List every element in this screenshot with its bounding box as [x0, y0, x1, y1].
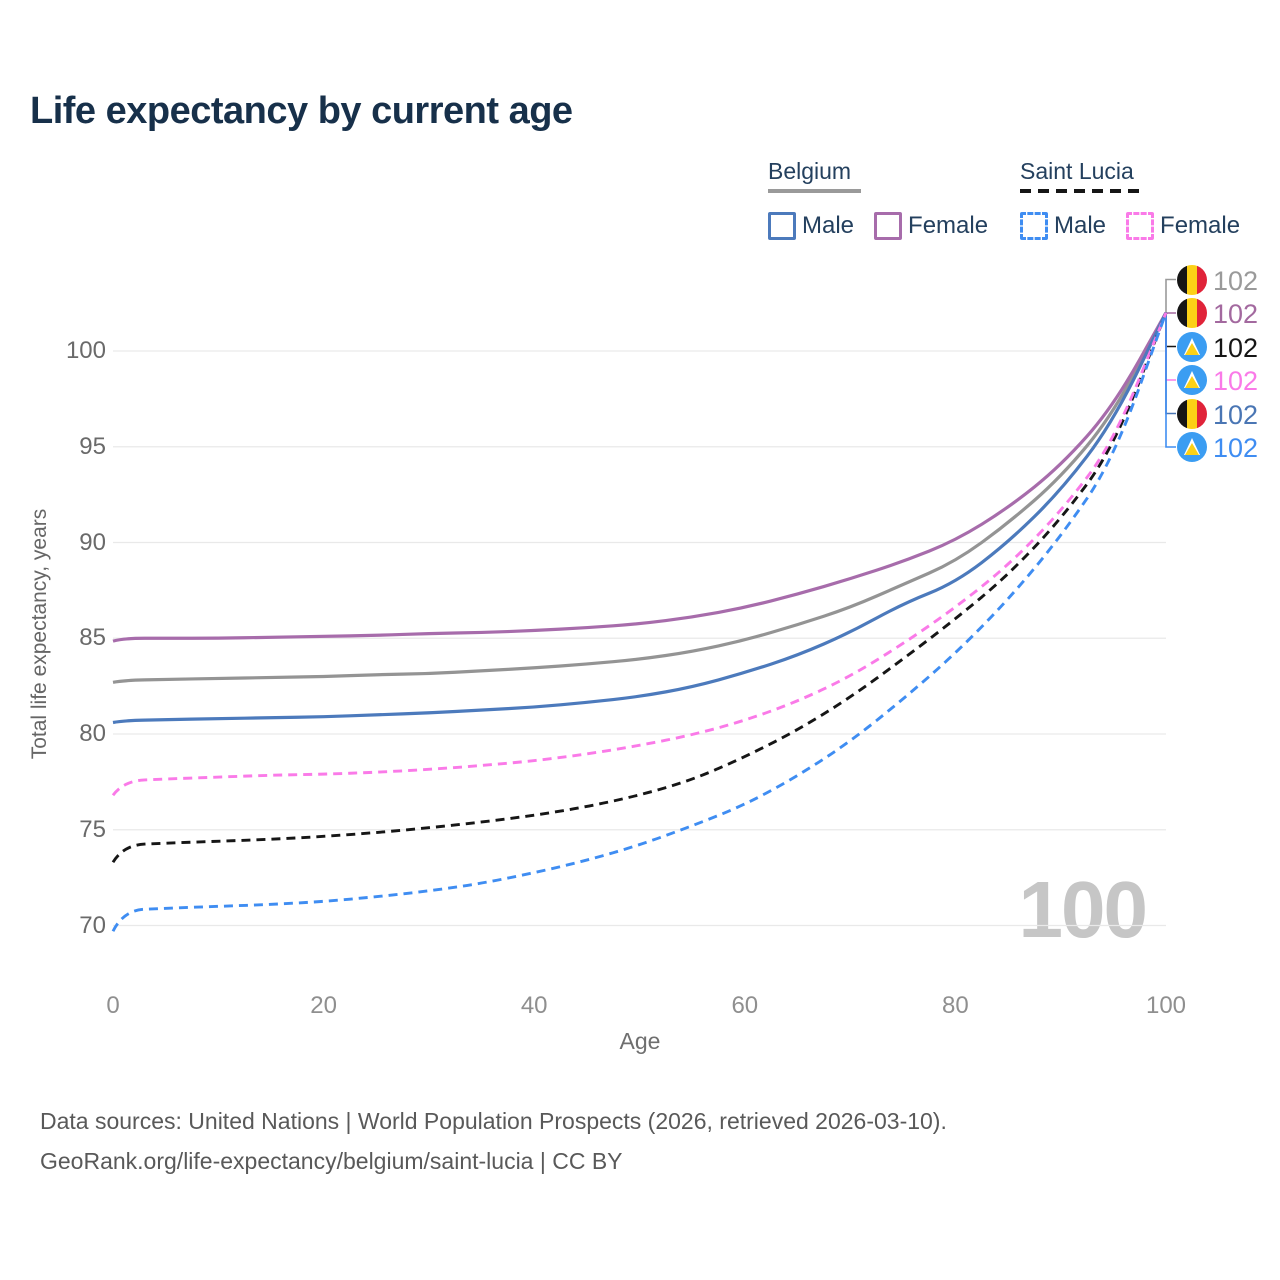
x-tick-label: 80: [942, 992, 969, 1019]
belgium-male-label: Male: [802, 212, 855, 239]
saint-lucia-female-checkbox[interactable]: [1126, 212, 1155, 240]
legend-items-saint-lucia: Male Female: [1020, 212, 1240, 240]
flag-icon-belgium: [1177, 398, 1207, 429]
x-tick-label: 0: [106, 992, 120, 1019]
triangle-icon: [1185, 342, 1199, 355]
saint-lucia-female-label: Female: [1160, 212, 1241, 239]
footer-attribution: GeoRank.org/life-expectancy/belgium/sain…: [40, 1148, 623, 1174]
end-label-connector: [1165, 312, 1176, 348]
triangle-icon: [1185, 376, 1199, 388]
end-label-connector: [1165, 312, 1176, 381]
end-label-value: 102: [1213, 433, 1259, 463]
triangle-icon: [1185, 443, 1199, 455]
y-tick-label: 75: [79, 815, 106, 843]
end-label-value: 102: [1213, 299, 1259, 329]
y-tick-label: 70: [79, 911, 106, 939]
flag-icon-belgium: [1177, 264, 1207, 295]
legend-country-label-saint-lucia: Saint Lucia: [1020, 158, 1134, 184]
y-tick-label: 100: [65, 337, 106, 364]
belgium-male-checkbox[interactable]: [768, 212, 796, 240]
saint-lucia-male-checkbox[interactable]: [1020, 212, 1048, 240]
y-tick-label: 95: [79, 432, 106, 460]
end-label-value: 102: [1213, 332, 1259, 363]
footer-data-sources: Data sources: United Nations | World Pop…: [40, 1108, 947, 1134]
legend-group-saint-lucia: Saint Lucia: [1020, 158, 1146, 193]
legend-item-saint-lucia-male[interactable]: Male: [1020, 212, 1106, 240]
belgium-female-checkbox[interactable]: [874, 212, 903, 240]
flag-icon-belgium: [1177, 298, 1207, 328]
x-tick-label: 40: [520, 992, 548, 1019]
curve-belgium-male[interactable]: [112, 312, 1168, 725]
page-title: Life expectancy by current age: [30, 90, 573, 132]
belgium-line-sample: [768, 189, 861, 193]
curve-saint-lucia-both-sexes[interactable]: [111, 312, 1168, 864]
y-tick-label: 90: [79, 528, 106, 556]
saint-lucia-line-sample: [1020, 189, 1146, 193]
saint-lucia-male-label: Male: [1054, 212, 1107, 239]
x-tick-label: 60: [731, 992, 759, 1019]
flag-icon-saint-lucia: [1177, 365, 1207, 395]
y-tick-label: 80: [79, 720, 106, 747]
legend-item-belgium-female[interactable]: Female: [874, 212, 988, 240]
legend-item-saint-lucia-female[interactable]: Female: [1126, 212, 1240, 240]
flag-icon-saint-lucia: [1177, 331, 1207, 362]
x-axis-title: Age: [619, 1028, 661, 1054]
end-label-value: 102: [1213, 366, 1259, 396]
curve-saint-lucia-female[interactable]: [111, 312, 1168, 797]
y-tick-label: 85: [79, 624, 106, 652]
curve-saint-lucia-male[interactable]: [111, 312, 1168, 932]
legend-items-belgium: Male Female: [768, 212, 1008, 240]
legend-country-label-belgium: Belgium: [768, 158, 852, 184]
x-tick-label: 20: [310, 992, 337, 1019]
belgium-female-label: Female: [908, 212, 989, 239]
end-label-value: 102: [1213, 399, 1259, 430]
legend-item-belgium-male[interactable]: Male: [768, 212, 854, 240]
flag-icon-saint-lucia: [1177, 432, 1207, 462]
end-label-connector: [1165, 312, 1176, 415]
end-label-connector: [1165, 312, 1176, 448]
x-tick-label: 100: [1145, 992, 1187, 1019]
current-age-watermark: 100: [1018, 865, 1148, 954]
end-label-value: 102: [1213, 265, 1259, 296]
curve-belgium-female[interactable]: [112, 311, 1168, 643]
legend-group-belgium: Belgium: [768, 158, 861, 193]
end-label-connector: [1165, 278, 1176, 313]
curve-belgium-both-sexes[interactable]: [112, 311, 1168, 684]
